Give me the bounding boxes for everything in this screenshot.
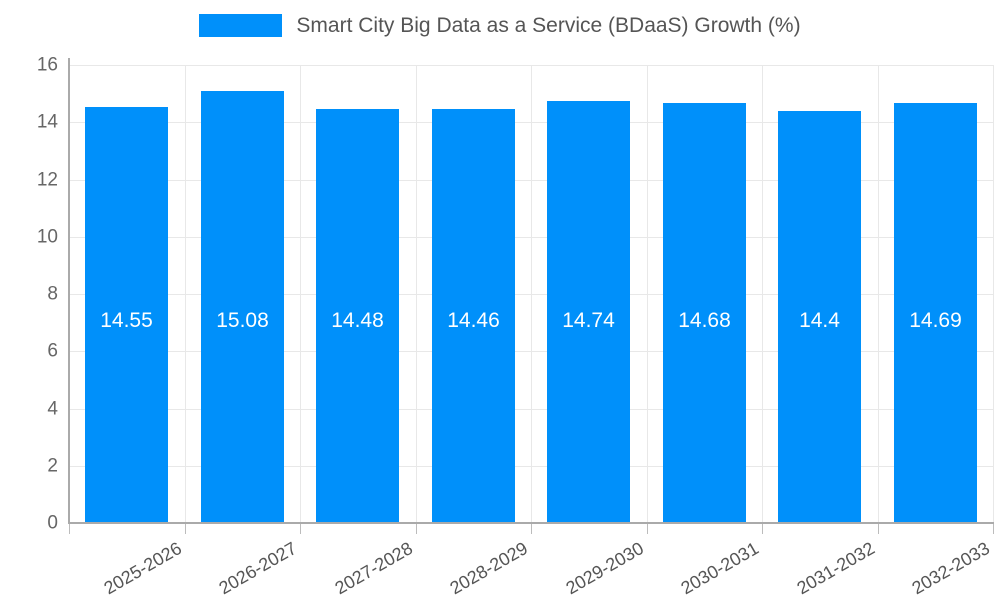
x-axis-tick-mark (647, 524, 648, 534)
x-axis-tick-label: 2029-2030 (562, 538, 647, 599)
x-axis-tick-label: 2026-2027 (215, 538, 300, 599)
bar[interactable]: 14.68 (663, 102, 746, 523)
legend-label[interactable]: Smart City Big Data as a Service (BDaaS)… (296, 14, 801, 37)
y-axis-tick-label: 6 (47, 340, 58, 362)
y-axis-tick-label: 16 (36, 54, 58, 76)
x-axis-tick-label: 2032-2033 (908, 538, 993, 599)
bar-value-label: 14.55 (100, 309, 153, 332)
gridline-vertical (647, 65, 648, 523)
bar-value-label: 15.08 (216, 309, 269, 332)
x-axis-tick-mark (878, 524, 879, 534)
plot-area: 14.55 15.08 14.48 14.46 14.74 14.68 14.4 14.69 (69, 65, 994, 524)
y-axis-tick-label: 12 (36, 169, 58, 190)
gridline-vertical (762, 65, 763, 523)
y-axis-tick-label: 8 (47, 283, 58, 305)
bar-value-label: 14.4 (799, 309, 840, 332)
x-axis-tick-label: 2025-2026 (100, 538, 185, 599)
gridline-vertical (416, 65, 417, 523)
x-axis-tick-mark (69, 524, 70, 534)
x-axis-tick-label: 2030-2031 (677, 538, 762, 599)
y-axis-tick-labels: 0 2 4 6 8 10 12 14 16 (0, 0, 58, 600)
bar[interactable]: 14.55 (85, 106, 168, 523)
bar-value-label: 14.68 (678, 309, 731, 332)
bar-value-label: 14.69 (909, 309, 962, 332)
bar[interactable]: 14.48 (316, 108, 399, 523)
chart-legend: Smart City Big Data as a Service (BDaaS)… (0, 14, 1000, 37)
y-axis-tick-label: 10 (36, 226, 58, 248)
y-axis-tick-label: 14 (36, 111, 58, 133)
x-axis-tick-mark (762, 524, 763, 534)
bar[interactable]: 14.74 (547, 101, 630, 523)
bar-value-label: 14.46 (447, 309, 500, 332)
bar-value-label: 14.48 (331, 309, 384, 332)
x-axis-line (68, 522, 994, 524)
y-axis-line (68, 58, 70, 524)
gridline-vertical (185, 65, 186, 523)
y-axis-tick-label: 4 (47, 398, 58, 419)
x-axis-tick-mark (993, 524, 994, 534)
bar[interactable]: 15.08 (201, 91, 284, 523)
x-axis-tick-mark (300, 524, 301, 534)
bar[interactable]: 14.4 (778, 110, 861, 523)
bar[interactable]: 14.46 (432, 109, 515, 523)
gridline-vertical (878, 65, 879, 523)
x-axis-tick-mark (185, 524, 186, 534)
legend-color-swatch[interactable] (199, 14, 283, 37)
x-axis-tick-label: 2028-2029 (446, 538, 531, 599)
bar[interactable]: 14.69 (894, 102, 977, 523)
y-axis-tick-label: 2 (47, 455, 58, 477)
x-axis-tick-label: 2031-2032 (793, 538, 878, 599)
gridline-vertical (531, 65, 532, 523)
gridline-vertical (300, 65, 301, 523)
bar-value-label: 14.74 (562, 309, 615, 332)
gridline-vertical (993, 65, 994, 523)
x-axis-tick-label: 2027-2028 (331, 538, 416, 599)
y-axis-tick-label: 0 (47, 512, 58, 534)
x-axis-tick-mark (416, 524, 417, 534)
x-axis-tick-mark (531, 524, 532, 534)
